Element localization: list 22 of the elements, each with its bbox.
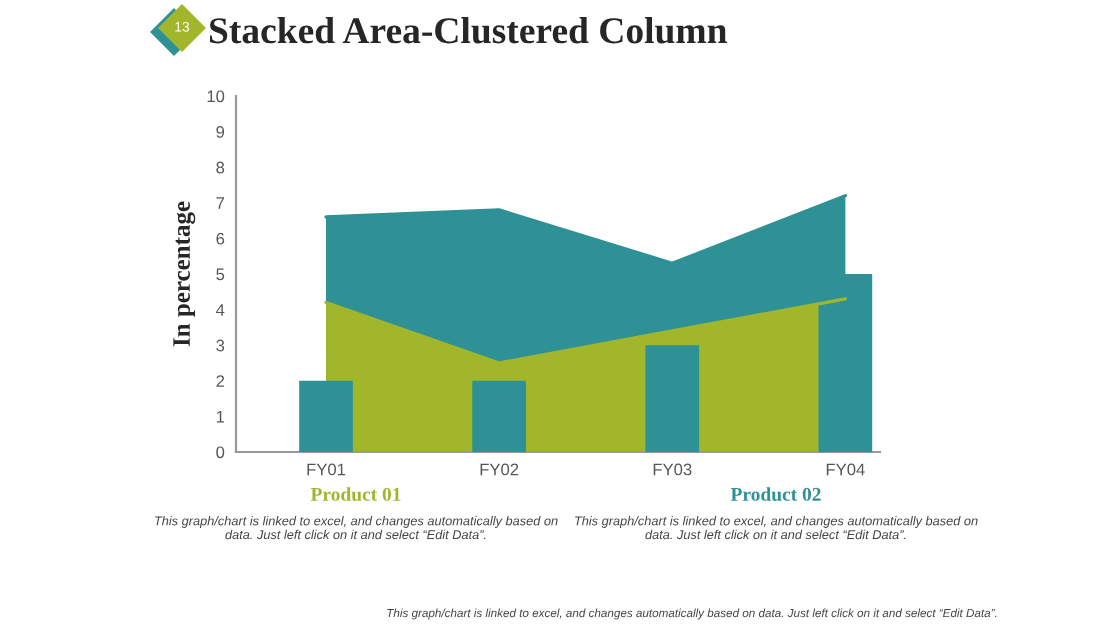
- x-tick-label: FY01: [307, 463, 346, 476]
- x-tick-label: FY03: [653, 463, 692, 476]
- y-tick-label: 9: [216, 126, 225, 138]
- y-axis-title: In percentage: [173, 201, 196, 347]
- y-tick-label: 0: [216, 446, 225, 459]
- y-tick-label: 10: [207, 90, 225, 103]
- series-label: Product 01: [310, 487, 401, 501]
- y-tick-label: 2: [216, 375, 225, 387]
- y-tick-label: 4: [216, 304, 225, 316]
- y-tick-label: 8: [216, 161, 225, 174]
- x-tick-label: FY02: [480, 463, 519, 476]
- chart-title: Stacked Area-Clustered Column: [210, 17, 727, 44]
- bar: [299, 380, 353, 452]
- y-tick-label: 6: [216, 232, 225, 245]
- y-tick-label: 7: [216, 197, 225, 209]
- bar: [645, 345, 700, 452]
- bar: [472, 380, 526, 452]
- series-label: Product 02: [730, 487, 821, 501]
- y-tick-label: 5: [216, 268, 225, 281]
- y-tick-label: 3: [216, 339, 225, 352]
- y-tick-label: 1: [216, 410, 225, 423]
- x-tick-label: FY04: [826, 463, 865, 476]
